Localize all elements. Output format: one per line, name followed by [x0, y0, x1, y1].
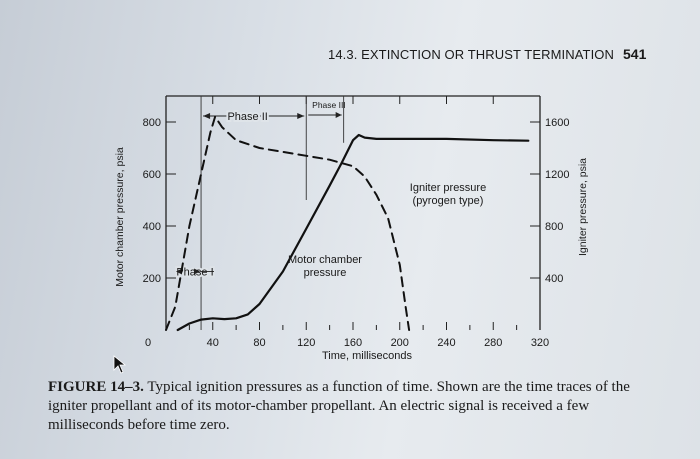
x-tick-label: 0 — [145, 337, 151, 349]
x-tick-label: 240 — [437, 337, 455, 349]
x-tick-label: 40 — [207, 337, 219, 349]
motor-label: Motor chamber — [288, 254, 362, 266]
y-left-tick-label: 200 — [143, 273, 161, 285]
phase2-label: Phase II — [227, 111, 267, 123]
page-number: 541 — [623, 46, 647, 62]
y-left-axis-title: Motor chamber pressure, psia — [114, 147, 126, 287]
y-left-tick-label: 800 — [143, 117, 161, 129]
mouse-cursor-icon — [113, 355, 127, 374]
igniter-label: Igniter pressure — [410, 182, 486, 194]
x-tick-label: 80 — [253, 337, 265, 349]
y-right-tick-label: 400 — [545, 273, 563, 285]
y-right-tick-label: 1600 — [545, 117, 569, 129]
motor-label-sub: pressure — [304, 267, 347, 279]
phase3-label: Phase III — [312, 100, 346, 110]
caption-text: Typical ignition pressures as a function… — [48, 379, 630, 433]
igniter-pressure-line — [165, 115, 411, 331]
phase1-arrow-right-icon — [194, 268, 201, 275]
x-tick-label: 320 — [531, 337, 549, 349]
figure-caption: FIGURE 14–3. Typical ignition pressures … — [48, 378, 668, 435]
y-left-tick-label: 600 — [143, 169, 161, 181]
phase2-arrow-right-icon — [297, 113, 305, 119]
y-left-tick-label: 400 — [143, 221, 161, 233]
phase2-arrow-left-icon — [203, 113, 211, 119]
running-title: 14.3. EXTINCTION OR THRUST TERMINATION — [328, 47, 614, 62]
motor-chamber-pressure-line — [176, 133, 530, 332]
x-axis-title: Time, milliseconds — [322, 350, 413, 362]
phase1-arrow-left-icon — [176, 268, 182, 275]
igniter-label-sub: (pyrogen type) — [413, 195, 484, 207]
y-right-tick-label: 1200 — [545, 169, 569, 181]
caption-label: FIGURE 14–3. — [48, 379, 144, 395]
x-tick-label: 120 — [297, 337, 315, 349]
y-right-tick-label: 800 — [545, 221, 563, 233]
phase3-arrow-icon — [335, 112, 342, 118]
x-tick-label: 160 — [344, 337, 362, 349]
y-right-axis-title: Igniter pressure, psia — [577, 158, 589, 256]
x-tick-label: 200 — [391, 337, 409, 349]
x-tick-label: 280 — [484, 337, 502, 349]
